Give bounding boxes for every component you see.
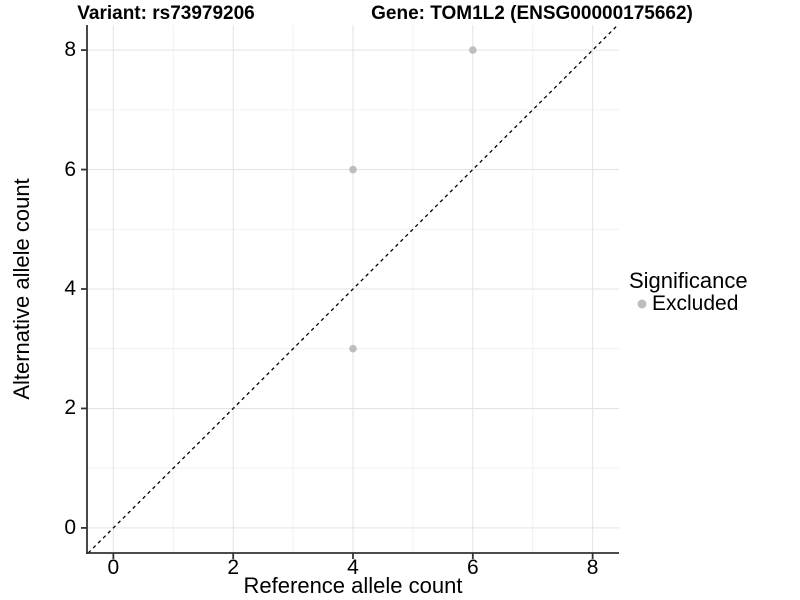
x-tick-label: 8 <box>586 556 599 579</box>
plot-title-variant: Variant: rs73979206 <box>77 3 255 24</box>
x-tick-label: 0 <box>107 556 120 579</box>
legend: Significance Excluded <box>629 268 748 315</box>
y-tick-label: 2 <box>64 396 76 420</box>
legend-title: Significance <box>629 268 748 293</box>
plot-title-gene: Gene: TOM1L2 (ENSG00000175662) <box>371 3 693 24</box>
identity-line <box>87 24 619 554</box>
data-point <box>349 344 357 353</box>
y-axis-title: Alternative allele count <box>9 178 34 400</box>
y-tick-label: 8 <box>64 38 76 62</box>
legend-point-key <box>633 295 650 312</box>
legend-item-excluded: Excluded <box>629 291 748 315</box>
data-point <box>469 46 477 54</box>
y-tick-label: 4 <box>64 277 76 300</box>
y-tick-label: 6 <box>64 157 76 181</box>
x-axis-title: Reference allele count <box>243 573 463 598</box>
excluded-dot-icon <box>637 299 646 308</box>
x-tick-label: 6 <box>466 556 479 579</box>
legend-item-label: Excluded <box>652 291 739 315</box>
x-tick-label: 2 <box>227 556 240 579</box>
x-tick-label: 4 <box>347 556 359 579</box>
y-tick-label: 0 <box>64 515 76 539</box>
data-point <box>349 165 357 174</box>
